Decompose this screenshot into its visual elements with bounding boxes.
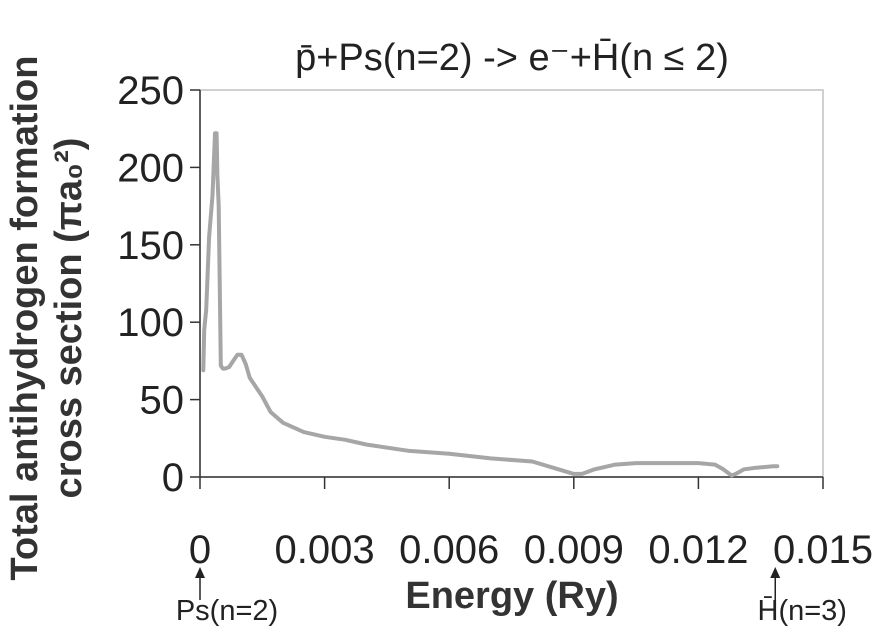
annotation-label: H̄(n=3)	[758, 595, 847, 627]
series-line	[201, 131, 780, 478]
y-tick-label: 250	[117, 69, 184, 113]
chart-title: p̄+Ps(n=2) -> e⁻+H̄(n ≤ 2)	[295, 37, 729, 79]
annotation-label: Ps(n=2)	[176, 595, 278, 627]
annotation-arrowhead	[195, 567, 205, 578]
y-tick-label: 50	[140, 379, 185, 423]
annotation-arrowhead	[770, 567, 781, 578]
x-tick-label: 0.003	[275, 528, 375, 572]
x-tick-labels: 0 0.003 0.006 0.009 0.012 0.015	[189, 528, 873, 572]
x-tick-label: 0.015	[773, 528, 873, 572]
x-tick-label: 0.012	[648, 528, 748, 572]
x-ticks	[199, 477, 824, 489]
x-tick-label: 0.009	[524, 528, 624, 572]
y-tick-label: 150	[117, 224, 184, 268]
x-axis-title: Energy (Ry)	[405, 575, 618, 617]
plot-frame	[199, 89, 824, 478]
y-tick-label: 200	[117, 146, 184, 190]
y-tick-labels: 0 50 100 150 200 250	[117, 69, 184, 500]
y-tick-label: 0	[162, 456, 184, 500]
y-ticks	[190, 89, 200, 478]
y-tick-label: 100	[117, 301, 184, 345]
x-tick-label: 0	[189, 528, 211, 572]
x-tick-label: 0.006	[399, 528, 499, 572]
y-axis-title-line-1: Total antihydrogen formation	[4, 56, 46, 581]
annotations: Ps(n=2) H̄(n=3)	[176, 567, 847, 627]
y-axis-title-line-2: cross section (πa₀²)	[48, 138, 90, 499]
